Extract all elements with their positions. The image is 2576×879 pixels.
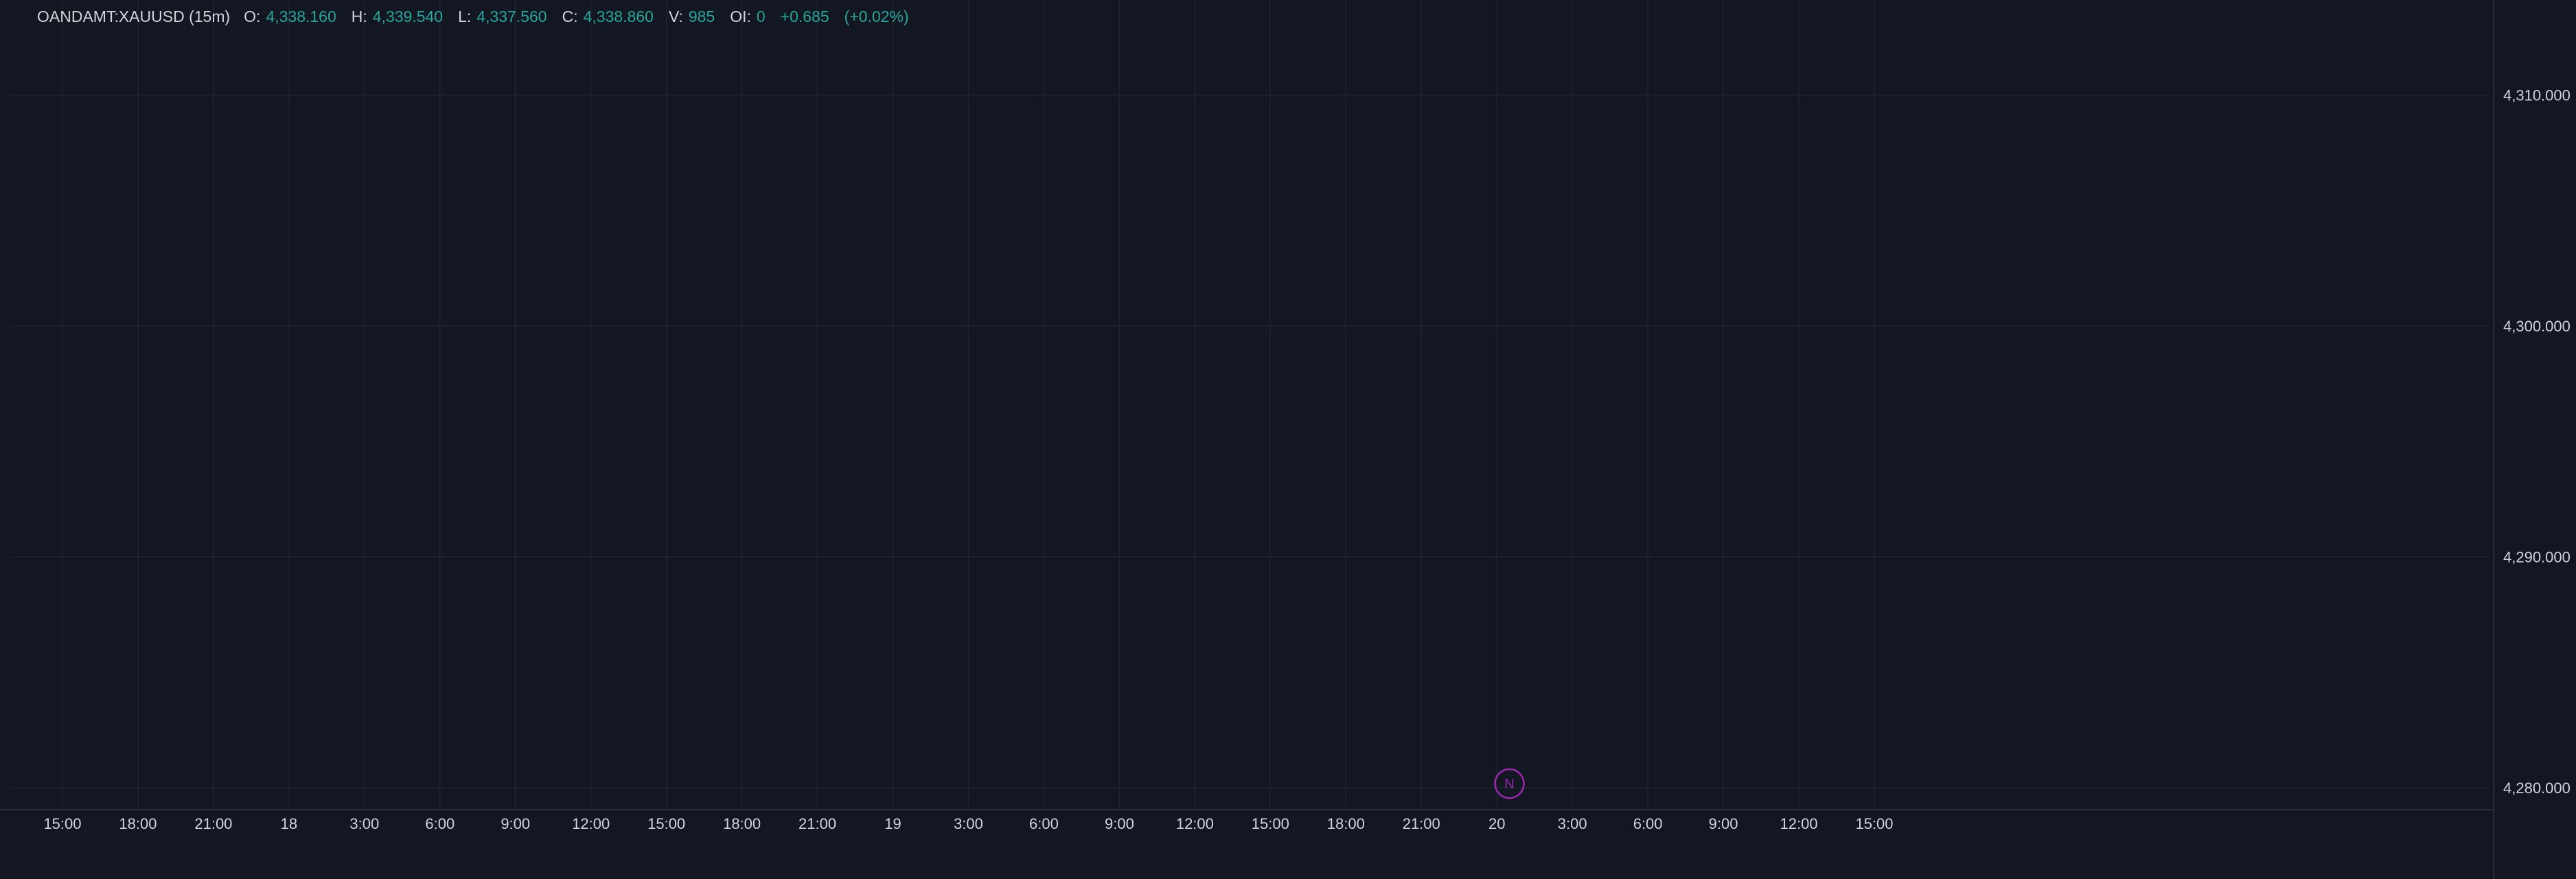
x-tick-label: 18:00	[119, 815, 157, 832]
ohlc-legend: OANDAMT:XAUUSD (15m) O: 4,338.160 H: 4,3…	[37, 4, 924, 29]
price-axis[interactable]: 4,280.0004,290.0004,300.0004,310.0004,32…	[2493, 0, 2571, 879]
low-value: 4,337.560	[476, 7, 547, 25]
x-tick-label: 3:00	[349, 815, 379, 832]
x-tick-label: 3:00	[954, 815, 983, 832]
news-marker[interactable]: N	[1494, 768, 1525, 799]
grid	[11, 0, 2491, 808]
x-tick-label: 12:00	[1176, 815, 1214, 832]
high-label: H:	[351, 7, 367, 25]
low-label: L:	[458, 7, 472, 25]
x-tick-label: 12:00	[572, 815, 610, 832]
volume-value: 985	[688, 7, 715, 25]
close-value: 4,338.860	[583, 7, 654, 25]
symbol-label[interactable]: OANDAMT:XAUUSD (15m)	[37, 7, 231, 25]
time-axis[interactable]: 15:00 18:00 21:00 18 3:00 6:00 9:00 12:00 15:00 1…	[0, 809, 2494, 832]
news-icon[interactable]	[1494, 768, 1525, 799]
y-tick-label: 4,300.000	[2503, 318, 2571, 335]
oi-label: OI:	[730, 7, 751, 25]
x-tick-label: 15:00	[43, 815, 81, 832]
news-layer[interactable]: N	[1494, 768, 1525, 799]
x-tick-label: 6:00	[425, 815, 455, 832]
x-tick-label: 9:00	[501, 815, 530, 832]
x-tick-label: 6:00	[1029, 815, 1059, 832]
y-tick-label: 4,280.000	[2503, 780, 2571, 797]
change-value: +0.685	[780, 7, 829, 25]
change-percent: (+0.02%)	[844, 7, 909, 25]
x-tick-label: 20	[1488, 815, 1505, 832]
x-tick-label: 3:00	[1558, 815, 1587, 832]
open-label: O:	[244, 7, 261, 25]
x-tick-label: 18:00	[1327, 815, 1365, 832]
close-label: C:	[562, 7, 578, 25]
x-tick-label: 15:00	[1252, 815, 1289, 832]
news-marker-label: N	[1504, 777, 1514, 792]
x-tick-label: 15:00	[1855, 815, 1893, 832]
x-tick-label: 12:00	[1780, 815, 1818, 832]
y-tick-label: 4,310.000	[2503, 87, 2571, 104]
x-tick-label: 19	[884, 815, 901, 832]
x-tick-label: 9:00	[1105, 815, 1134, 832]
x-tick-label: 21:00	[798, 815, 836, 832]
x-tick-label: 21:00	[1403, 815, 1440, 832]
high-value: 4,339.540	[372, 7, 444, 25]
x-tick-label: 15:00	[647, 815, 685, 832]
x-tick-label: 18:00	[723, 815, 761, 832]
x-tick-label: 21:00	[194, 815, 232, 832]
open-value: 4,338.160	[266, 7, 336, 25]
x-tick-label: 18	[281, 815, 297, 832]
y-tick-label: 4,290.000	[2503, 549, 2571, 566]
volume-label: V:	[668, 7, 683, 25]
x-tick-label: 6:00	[1633, 815, 1663, 832]
x-tick-label: 9:00	[1709, 815, 1738, 832]
oi-value: 0	[756, 7, 766, 25]
